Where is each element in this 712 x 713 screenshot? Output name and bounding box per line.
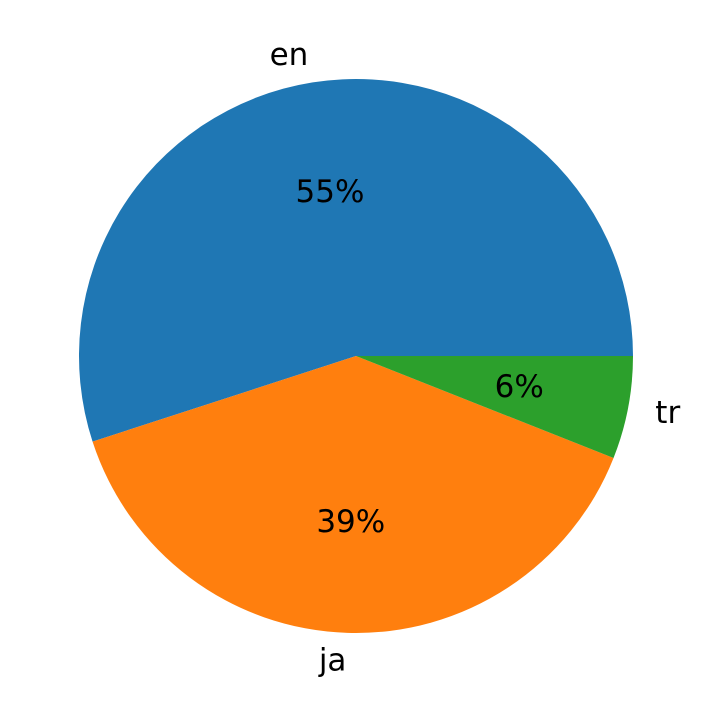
slice-label: tr [655,395,680,431]
percent-label: 55% [296,174,365,210]
slice-label: ja [318,643,347,679]
pie-slice [92,356,614,633]
percent-label: 6% [495,369,544,405]
slice-label: en [270,37,309,73]
pie-slice [78,78,634,442]
pie-slice [356,356,633,458]
percent-label: 39% [316,504,385,540]
